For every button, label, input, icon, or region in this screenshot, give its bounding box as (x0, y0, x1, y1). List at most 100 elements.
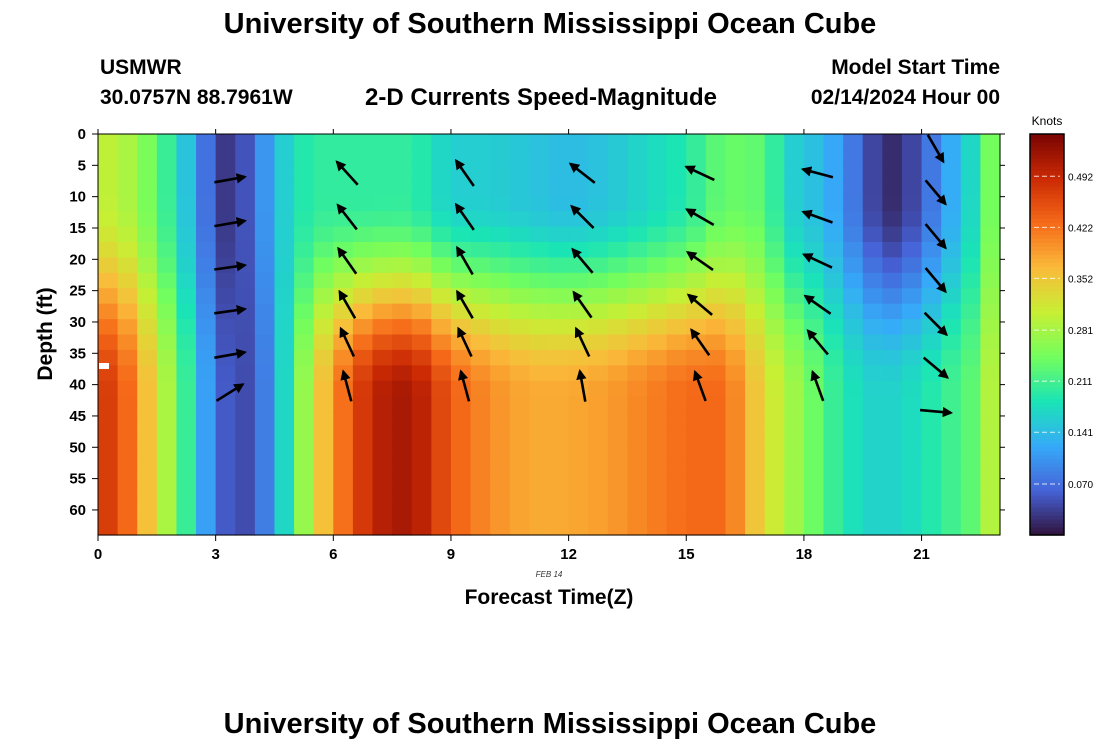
current-vector (454, 158, 475, 187)
heatmap-cell (784, 211, 805, 228)
heatmap-cell (803, 180, 825, 197)
heatmap-cell (470, 257, 491, 274)
heatmap-cell (725, 303, 746, 320)
heatmap-cell (549, 488, 570, 505)
heatmap-cell (117, 411, 138, 428)
heatmap-cell (411, 427, 432, 444)
heatmap-cell (980, 473, 1001, 490)
colorbar-segment (1030, 354, 1064, 360)
colorbar-segment (1030, 306, 1064, 312)
heatmap-cell (803, 457, 825, 474)
heatmap-cell (745, 257, 766, 274)
heatmap-cell (98, 195, 119, 212)
heatmap-cell (843, 442, 864, 459)
heatmap-cell (823, 288, 844, 305)
heatmap-cell (215, 257, 236, 274)
heatmap-cell (490, 488, 511, 505)
heatmap-cell (392, 241, 413, 258)
colorbar-segment (1030, 310, 1064, 316)
colorbar-segment (1030, 350, 1064, 356)
heatmap-cell (843, 457, 864, 474)
current-vector (336, 203, 358, 231)
heatmap-cell (411, 396, 432, 413)
heatmap-cell (588, 257, 609, 274)
heatmap-cell (372, 149, 393, 166)
heatmap-cell (333, 457, 354, 474)
y-tick-label: 10 (69, 189, 86, 206)
heatmap-cell (156, 180, 178, 197)
heatmap-cell (215, 411, 236, 428)
heatmap-cell (666, 288, 687, 305)
heatmap-cell (254, 241, 276, 258)
heatmap-cell (901, 380, 923, 397)
heatmap-cell (352, 427, 374, 444)
current-vector (572, 290, 593, 319)
heatmap-cell (470, 427, 491, 444)
heatmap-cell (705, 134, 727, 151)
x-axis-title: Forecast Time(Z) (465, 586, 634, 609)
heatmap-cell (745, 180, 766, 197)
heatmap-cell (803, 473, 825, 490)
heatmap-cell (647, 272, 668, 289)
colorbar-segment (1030, 458, 1064, 464)
heatmap-cell (823, 349, 844, 366)
heatmap-cell (784, 149, 805, 166)
heatmap-cell (137, 226, 158, 243)
heatmap-cell (725, 488, 746, 505)
heatmap-cell (549, 442, 570, 459)
heatmap-cell (784, 226, 805, 243)
heatmap-cell (882, 396, 903, 413)
heatmap-cell (725, 288, 746, 305)
heatmap-cell (549, 149, 570, 166)
current-vector (924, 179, 947, 206)
heatmap-cell (549, 226, 570, 243)
heatmap-cell (313, 411, 334, 428)
colorbar-segment (1030, 422, 1064, 428)
heatmap-cell (176, 334, 197, 351)
heatmap-cell (549, 195, 570, 212)
heatmap-cell (843, 365, 864, 382)
heatmap-cell (901, 519, 923, 536)
heatmap-cell (117, 319, 138, 336)
heatmap-cell (411, 319, 432, 336)
heatmap-cell (588, 427, 609, 444)
heatmap-cell (372, 288, 393, 305)
heatmap-cell (627, 180, 648, 197)
current-vector (800, 166, 834, 179)
heatmap-cell (764, 257, 785, 274)
heatmap-cell (117, 303, 138, 320)
heatmap-cell (686, 473, 707, 490)
heatmap-cell (568, 195, 589, 212)
heatmap-cell (901, 211, 923, 228)
heatmap-cell (411, 288, 432, 305)
heatmap-cell (254, 134, 276, 151)
heatmap-cell (568, 226, 589, 243)
heatmap-cell (490, 457, 511, 474)
heatmap-cell (411, 195, 432, 212)
heatmap-cell (117, 519, 138, 536)
heatmap-cell (725, 257, 746, 274)
heatmap-cell (882, 226, 903, 243)
heatmap-cell (490, 319, 511, 336)
heatmap-cell (862, 288, 883, 305)
heatmap-cell (196, 519, 217, 536)
heatmap-cell (431, 272, 452, 289)
heatmap-cell (686, 134, 707, 151)
heatmap-cell (196, 473, 217, 490)
heatmap-cell (313, 149, 334, 166)
heatmap-cell (823, 365, 844, 382)
heatmap-cell (411, 257, 432, 274)
colorbar-segment (1030, 374, 1064, 380)
current-vector (576, 369, 587, 402)
heatmap-cell (882, 195, 903, 212)
colorbar-segment (1030, 322, 1064, 328)
heatmap-cell (196, 303, 217, 320)
current-vector (337, 246, 358, 275)
heatmap-cell (941, 180, 962, 197)
heatmap-cell (882, 457, 903, 474)
heatmap-cell (901, 149, 923, 166)
heatmap-cell (392, 149, 413, 166)
heatmap-cell (98, 427, 119, 444)
colorbar-segment (1030, 438, 1064, 444)
heatmap-cell (882, 319, 903, 336)
